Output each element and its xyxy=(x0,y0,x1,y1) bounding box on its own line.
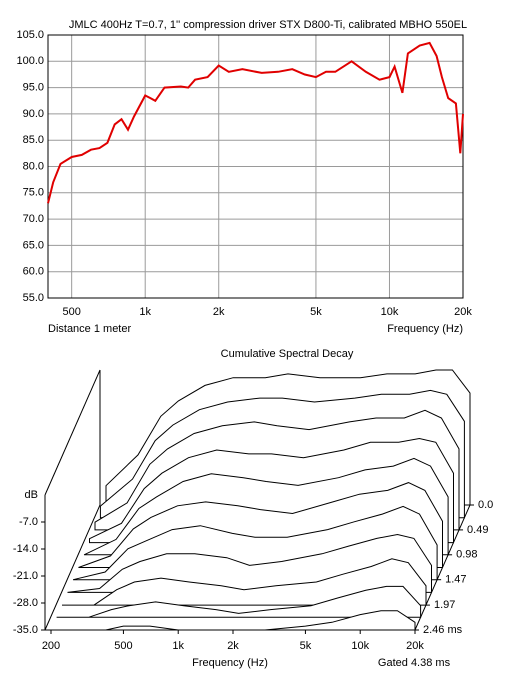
plot-frame xyxy=(47,34,464,299)
x-axis-label: Frequency (Hz) xyxy=(387,323,463,335)
decay-slice xyxy=(56,585,422,618)
t-tick-label: 0.98 xyxy=(456,549,477,561)
y-tick-label: 105.0 xyxy=(16,29,44,41)
chart-title: JMLC 400Hz T=0.7, 1'' compression driver… xyxy=(69,19,467,31)
annotation: Gated 4.38 ms xyxy=(378,657,451,669)
x-tick-label: 500 xyxy=(114,640,132,652)
box-edge xyxy=(44,504,101,631)
x-tick-label: 20k xyxy=(406,640,424,652)
x-tick-label: 5k xyxy=(310,306,322,318)
y-tick-label: 75.0 xyxy=(23,187,44,199)
response-line xyxy=(47,41,464,204)
box-edge xyxy=(44,369,101,496)
y-tick-label: -35.0 xyxy=(13,624,38,636)
x-tick-label: 5k xyxy=(300,640,312,652)
y-tick-label: -28.0 xyxy=(13,597,38,609)
y-tick-label: -21.0 xyxy=(13,570,38,582)
x-tick-label: 10k xyxy=(381,306,399,318)
x-axis-label: Frequency (Hz) xyxy=(192,657,268,669)
x-tick-label: 10k xyxy=(351,640,369,652)
y-tick-label: 60.0 xyxy=(23,266,44,278)
y-tick-label: 70.0 xyxy=(23,213,44,225)
t-tick-label: 0.49 xyxy=(467,524,488,536)
y-tick-label: -7.0 xyxy=(19,516,38,528)
y-tick-label: 65.0 xyxy=(23,239,44,251)
y-tick-label: 80.0 xyxy=(23,160,44,172)
x-tick-label: 200 xyxy=(42,640,60,652)
x-tick-label: 500 xyxy=(62,306,80,318)
x-tick-label: 1k xyxy=(172,640,184,652)
y-axis-label: dB xyxy=(25,489,38,501)
y-tick-label: 90.0 xyxy=(23,108,44,120)
x-tick-label: 2k xyxy=(213,306,225,318)
y-tick-label: 85.0 xyxy=(23,134,44,146)
x-tick-label: 1k xyxy=(139,306,151,318)
x-tick-label: 2k xyxy=(227,640,239,652)
y-tick-label: -14.0 xyxy=(13,543,38,555)
time-axis xyxy=(414,504,471,631)
t-tick-label: 1.97 xyxy=(434,599,455,611)
t-tick-label: 1.47 xyxy=(445,574,466,586)
annotation: Distance 1 meter xyxy=(48,323,131,335)
y-tick-label: 100.0 xyxy=(16,55,44,67)
t-tick-label: 2.46 ms xyxy=(423,624,463,636)
y-tick-label: 55.0 xyxy=(23,292,44,304)
x-tick-label: 20k xyxy=(454,306,472,318)
decay-slice xyxy=(62,558,427,606)
chart-title: Cumulative Spectral Decay xyxy=(221,348,354,360)
t-tick-label: 0.0 xyxy=(478,499,493,511)
y-tick-label: 95.0 xyxy=(23,82,44,94)
